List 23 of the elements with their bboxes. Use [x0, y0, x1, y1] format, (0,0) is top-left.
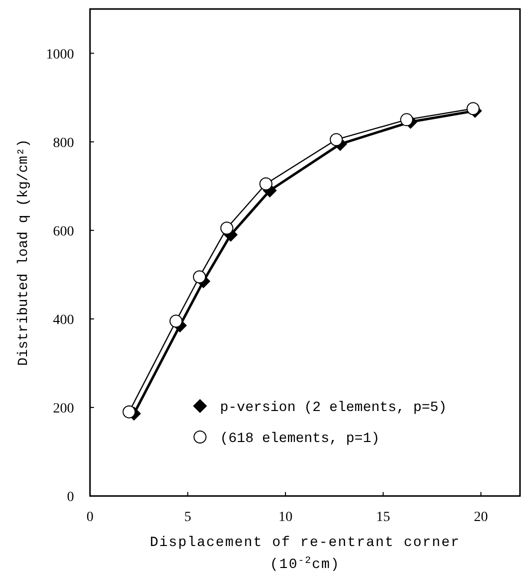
- y-tick-label: 400: [53, 312, 74, 328]
- y-tick-label: 1000: [46, 47, 74, 62]
- point: [466, 102, 480, 116]
- x-tick-label: 15: [376, 510, 390, 525]
- point: [170, 314, 182, 328]
- y-tick-label: 0: [67, 490, 74, 505]
- y-tick-label: 600: [53, 224, 74, 240]
- point: [259, 177, 272, 190]
- y-tick-label: 800: [53, 136, 74, 151]
- x-tick-label: 20: [474, 510, 488, 525]
- x-tick-label: 10: [278, 510, 292, 525]
- x-tick-label: 0: [86, 510, 94, 525]
- y-axis-title: Distributed load q (kg/cm²): [16, 139, 32, 366]
- legend-label: p-version (2 elements, p=5): [220, 400, 447, 416]
- y-tick-label: 200: [53, 401, 74, 416]
- point: [330, 133, 343, 146]
- point: [400, 113, 414, 126]
- x-axis-title: Displacement of re-entrant corner (10$^{-2}$cm): [150, 535, 460, 573]
- point: [122, 405, 136, 418]
- point: [192, 270, 206, 284]
- legend-label: (618 elements, p=1): [220, 431, 380, 447]
- point: [220, 222, 234, 235]
- x-tick-label: 5: [184, 510, 192, 525]
